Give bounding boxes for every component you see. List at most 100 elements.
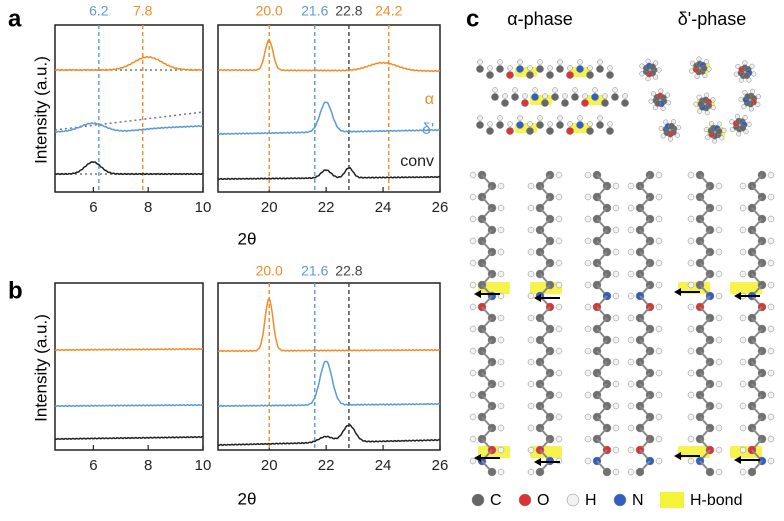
atom [532, 87, 538, 93]
atom [521, 99, 529, 107]
atom [715, 424, 723, 432]
phase-title: δ'-phase [678, 9, 747, 29]
atom [526, 71, 534, 79]
atom [586, 127, 594, 135]
peak-label: 24.2 [375, 3, 402, 19]
atom [687, 303, 695, 311]
atom [612, 204, 620, 212]
atom [668, 122, 676, 130]
x-tick-label: 22 [318, 457, 335, 474]
atom [627, 314, 635, 322]
atom [531, 93, 539, 101]
xrd-curve [54, 122, 204, 133]
atom [747, 467, 757, 477]
atom [627, 446, 635, 454]
atom [612, 402, 620, 410]
atom [584, 347, 592, 355]
atom [739, 446, 747, 454]
atom [612, 358, 620, 366]
atom [654, 99, 662, 107]
atom [627, 248, 635, 256]
atom [596, 65, 604, 73]
atom [566, 71, 574, 79]
atom [627, 358, 635, 366]
atom [555, 347, 563, 355]
atom [476, 121, 484, 129]
atom [687, 435, 695, 443]
x-tick-label: 20 [261, 199, 278, 216]
atom [506, 127, 514, 135]
atom [497, 468, 505, 476]
atom [767, 325, 775, 333]
xrd-curve [54, 55, 204, 72]
arrow-head [674, 452, 681, 460]
atom [567, 65, 573, 71]
atom [613, 493, 627, 507]
legend-label: H-bond [690, 492, 742, 509]
atom [469, 325, 477, 333]
atom [476, 65, 484, 73]
atom [527, 358, 535, 366]
atom [739, 380, 747, 388]
atom [767, 435, 775, 443]
atom [555, 303, 563, 311]
atom [592, 87, 598, 93]
atom [511, 93, 519, 101]
atom [486, 71, 494, 79]
series-label: δ' [422, 121, 434, 138]
atom [527, 446, 535, 454]
atom [622, 93, 628, 99]
atom [492, 87, 498, 93]
atom [555, 237, 563, 245]
atom [767, 347, 775, 355]
atom [555, 325, 563, 333]
atom [547, 65, 553, 71]
y-axis-label: Intensity (a.u.) [31, 314, 50, 422]
atom [612, 380, 620, 388]
atom [497, 446, 505, 454]
atom [469, 259, 477, 267]
peak-label: 20.0 [256, 263, 283, 279]
atom [687, 413, 695, 421]
atom [555, 369, 563, 377]
panel-letter: b [8, 277, 23, 304]
atom [607, 121, 613, 127]
atom [739, 314, 747, 322]
atom [527, 270, 535, 278]
x-tick-label: 26 [432, 199, 449, 216]
atom [606, 127, 614, 135]
atom [487, 65, 493, 71]
atom [571, 93, 579, 101]
atom [469, 281, 477, 289]
xrd-curve [54, 435, 204, 441]
atom [612, 270, 620, 278]
atom [739, 270, 747, 278]
atom [486, 127, 494, 135]
atom [687, 193, 695, 201]
atom [715, 358, 723, 366]
atom [527, 468, 535, 476]
legend-label: O [537, 492, 549, 509]
atom [655, 259, 663, 267]
atom [527, 314, 535, 322]
atom [584, 281, 592, 289]
atom [627, 204, 635, 212]
atom [536, 65, 544, 73]
atom [655, 347, 663, 355]
atom [591, 93, 599, 101]
atom [577, 59, 583, 65]
atom [584, 303, 592, 311]
atom [635, 467, 645, 477]
atom [502, 93, 508, 99]
atom [527, 182, 535, 190]
atom [469, 237, 477, 245]
atom [555, 435, 563, 443]
x-tick-label: 22 [318, 199, 335, 216]
atom [627, 424, 635, 432]
atom [469, 413, 477, 421]
atom [527, 292, 535, 300]
atom [612, 226, 620, 234]
atom [767, 303, 775, 311]
